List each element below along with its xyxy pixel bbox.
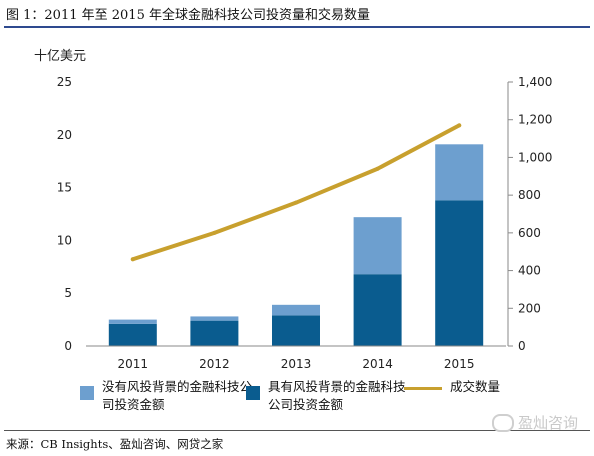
legend-swatch-without-vc bbox=[80, 386, 94, 400]
deals-point-2012 bbox=[212, 230, 217, 235]
legend: 没有风投背景的金融科技公司投资金额 具有风投背景的金融科技公司投资金额 成交数量 bbox=[0, 378, 594, 428]
y-left-tick-label: 10 bbox=[57, 233, 72, 247]
x-tick-label: 2013 bbox=[281, 357, 312, 371]
x-tick-label: 2012 bbox=[199, 357, 230, 371]
y-axis-unit-label: 十亿美元 bbox=[34, 49, 87, 64]
deals-point-2011 bbox=[130, 257, 135, 262]
x-tick-label: 2011 bbox=[118, 357, 149, 371]
footer-rule bbox=[4, 430, 590, 431]
wechat-icon bbox=[491, 413, 514, 432]
y-left-tick-label: 0 bbox=[64, 339, 72, 353]
x-tick-label: 2014 bbox=[362, 357, 393, 371]
watermark-text: 盈灿咨询 bbox=[517, 414, 578, 432]
bar-without-vc-2015 bbox=[435, 144, 484, 201]
deals-point-2014 bbox=[375, 166, 380, 171]
bar-without-vc-2012 bbox=[190, 316, 239, 321]
legend-item-without-vc: 没有风投背景的金融科技公司投资金额 bbox=[80, 378, 252, 414]
y-right-tick-label: 1,400 bbox=[518, 75, 552, 89]
title-rule bbox=[4, 26, 590, 28]
figure-title: 图 1：2011 年至 2015 年全球金融科技公司投资量和交易数量 bbox=[6, 8, 370, 23]
y-right-tick-label: 1,000 bbox=[518, 150, 552, 164]
bar-with-vc-2013 bbox=[272, 315, 320, 346]
bar-with-vc-2015 bbox=[435, 200, 484, 346]
y-right-tick-label: 200 bbox=[518, 301, 541, 315]
bars-layer bbox=[108, 144, 484, 346]
legend-swatch-with-vc bbox=[246, 386, 260, 400]
investment-chart: 2011 2012 2013 2014 2015 0 5 10 15 20 25 0 200 400 600… bbox=[57, 75, 553, 371]
y-right-tick-label: 0 bbox=[518, 339, 526, 353]
y-right-tick-label: 1,200 bbox=[518, 113, 552, 127]
legend-swatch-deals bbox=[404, 387, 442, 390]
bar-with-vc-2014 bbox=[353, 274, 402, 346]
axes-layer: 2011 2012 2013 2014 2015 0 5 10 15 20 25 0 200 400 600… bbox=[57, 75, 553, 371]
y-right-tick-label: 400 bbox=[518, 264, 541, 278]
deals-line-layer bbox=[130, 123, 462, 262]
deals-point-2015 bbox=[457, 123, 462, 128]
bar-with-vc-2011 bbox=[108, 323, 157, 346]
source-note: 来源：CB Insights、盈灿咨询、网贷之家 bbox=[6, 437, 224, 451]
y-right-tick-label: 600 bbox=[518, 226, 541, 240]
legend-label-with-vc: 具有风投背景的金融科技公司投资金额 bbox=[268, 379, 406, 412]
y-left-tick-label: 5 bbox=[64, 286, 72, 300]
legend-label-without-vc: 没有风投背景的金融科技公司投资金额 bbox=[102, 379, 253, 412]
legend-label-deals: 成交数量 bbox=[450, 379, 501, 394]
bar-without-vc-2014 bbox=[353, 217, 402, 275]
y-left-tick-label: 20 bbox=[57, 128, 72, 142]
legend-item-with-vc: 具有风投背景的金融科技公司投资金额 bbox=[246, 378, 408, 414]
legend-item-deals: 成交数量 bbox=[404, 378, 500, 396]
deals-point-2013 bbox=[294, 200, 298, 205]
x-tick-label: 2015 bbox=[444, 357, 475, 371]
bar-with-vc-2012 bbox=[190, 320, 239, 346]
y-right-tick-label: 800 bbox=[518, 188, 541, 202]
watermark: 盈灿咨询 bbox=[491, 412, 578, 433]
bar-without-vc-2011 bbox=[108, 319, 157, 324]
bar-without-vc-2013 bbox=[272, 304, 320, 316]
y-left-tick-label: 25 bbox=[57, 75, 72, 89]
y-left-tick-label: 15 bbox=[57, 181, 72, 195]
deals-line bbox=[130, 123, 462, 262]
